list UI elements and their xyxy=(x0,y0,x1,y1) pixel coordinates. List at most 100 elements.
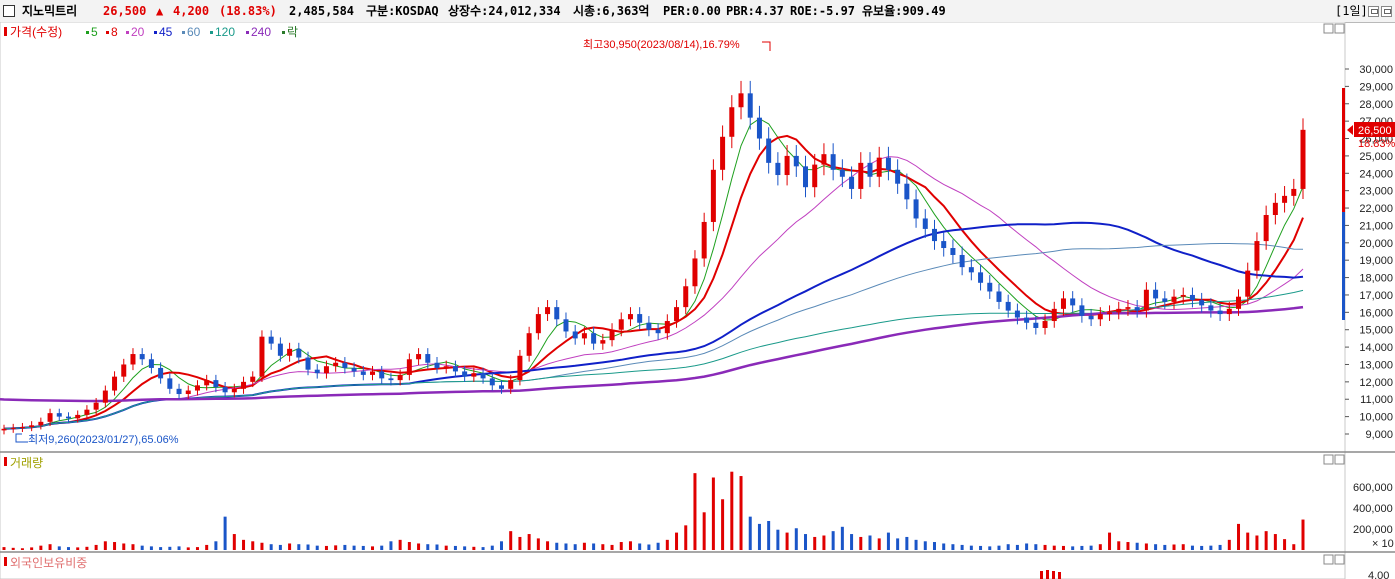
price-tick-label: 25,000 xyxy=(1359,151,1393,163)
candle-body xyxy=(1263,215,1269,242)
candle-body xyxy=(194,385,200,391)
volume-bar xyxy=(1006,544,1010,550)
volume-bar xyxy=(39,545,43,550)
select-checkbox[interactable] xyxy=(3,5,15,17)
volume-bar xyxy=(923,541,927,550)
candle-body xyxy=(1208,305,1214,311)
candle-body xyxy=(1153,289,1159,299)
price-tick-label: 12,000 xyxy=(1359,377,1393,389)
candle-body xyxy=(784,155,790,176)
candle-body xyxy=(360,371,366,375)
restore-window-icon[interactable] xyxy=(1368,6,1379,17)
candle-body xyxy=(941,241,947,249)
volume-bar xyxy=(481,547,485,550)
candle-body xyxy=(1171,296,1177,302)
price-tick-label: 15,000 xyxy=(1359,325,1393,337)
volume-bar xyxy=(831,531,835,550)
candle-body xyxy=(1033,322,1039,328)
candle-body xyxy=(710,169,716,222)
legend-ma-label: 8 xyxy=(111,25,118,39)
ma-line-20 xyxy=(3,156,1304,430)
candle-body xyxy=(1245,270,1251,297)
volume-bar xyxy=(730,471,734,550)
price-tick-label: 20,000 xyxy=(1359,238,1393,250)
foreign-legend-marker xyxy=(4,557,7,566)
volume-bar xyxy=(665,539,669,550)
candle-body xyxy=(406,359,412,375)
candle-body xyxy=(176,388,182,395)
volume-bar xyxy=(371,546,375,550)
period-selector[interactable]: [1일] xyxy=(1335,4,1368,18)
candle-body xyxy=(959,254,965,268)
candle-body xyxy=(1236,296,1242,309)
legend-swatch xyxy=(126,31,129,34)
volume-bar xyxy=(794,528,798,550)
candle-body xyxy=(277,343,283,356)
volume-bar xyxy=(20,548,24,550)
close-window-icon[interactable] xyxy=(1381,6,1392,17)
price-range-bar xyxy=(1342,88,1345,320)
volume-bar xyxy=(1190,545,1194,550)
candle-body xyxy=(618,319,624,330)
volume-bar xyxy=(186,547,190,550)
volume-bar xyxy=(1246,532,1250,550)
volume-bar xyxy=(214,541,218,550)
candle-body xyxy=(1014,310,1020,318)
price-change: 4,200 xyxy=(173,4,210,18)
candle-body xyxy=(1291,188,1297,196)
volume-bar xyxy=(573,544,577,550)
legend-swatch xyxy=(86,31,89,34)
candle-body xyxy=(554,307,560,320)
candle-body xyxy=(627,314,633,320)
volume-bar xyxy=(1089,545,1093,550)
candle-body xyxy=(259,336,265,377)
foreign-panel-maximize-icon[interactable] xyxy=(1323,554,1334,565)
price-tick-label: 24,000 xyxy=(1359,168,1393,180)
volume-bar xyxy=(601,544,605,550)
volume-panel xyxy=(0,451,1346,553)
price-tick-label: 17,000 xyxy=(1359,290,1393,302)
candle-body xyxy=(830,154,836,170)
volume-bar xyxy=(1080,545,1084,550)
candle-body xyxy=(812,164,818,188)
volume-tick-600k: 600,000 xyxy=(1353,482,1393,494)
price-panel-maximize-icon[interactable] xyxy=(1323,23,1334,34)
volume-bar xyxy=(675,532,679,550)
volume-bar xyxy=(260,542,264,550)
price-tick-label: 14,000 xyxy=(1359,342,1393,354)
foreign-panel-close-icon[interactable] xyxy=(1334,554,1345,565)
candle-body xyxy=(1107,312,1113,315)
legend-marker xyxy=(4,27,7,36)
candle-body xyxy=(452,366,458,372)
volume-bar xyxy=(628,541,632,550)
candle-body xyxy=(775,162,781,176)
price-panel-close-icon[interactable] xyxy=(1334,23,1345,34)
price-tick-label: 23,000 xyxy=(1359,186,1393,198)
current-price-box xyxy=(1354,122,1395,137)
volume-bar xyxy=(435,544,439,550)
candle-body xyxy=(508,380,514,389)
candle-body xyxy=(213,380,219,388)
legend-swatch xyxy=(106,31,109,34)
volume-panel-close-icon[interactable] xyxy=(1334,454,1345,465)
candle-body xyxy=(342,362,348,368)
candle-body xyxy=(314,369,320,374)
volume-bar xyxy=(850,534,854,550)
candle-body xyxy=(19,427,25,429)
volume-bar xyxy=(57,546,61,550)
candle-body xyxy=(1162,298,1168,302)
candle-body xyxy=(978,272,984,283)
candle-body xyxy=(664,321,670,334)
legend-swatch xyxy=(154,31,157,34)
volume-bar xyxy=(757,523,761,550)
volume-bar xyxy=(113,542,117,550)
price-tick-label: 18,000 xyxy=(1359,273,1393,285)
trade-volume: 2,485,584 xyxy=(289,4,355,18)
market-cap: 시총:6,363억 xyxy=(573,4,650,18)
volume-panel-maximize-icon[interactable] xyxy=(1323,454,1334,465)
current-price-label: 26,500 xyxy=(1358,125,1392,137)
price-tick-label: 21,000 xyxy=(1359,220,1393,232)
volume-bar xyxy=(223,516,227,550)
candle-body xyxy=(158,367,164,379)
candle-body xyxy=(1042,321,1048,328)
